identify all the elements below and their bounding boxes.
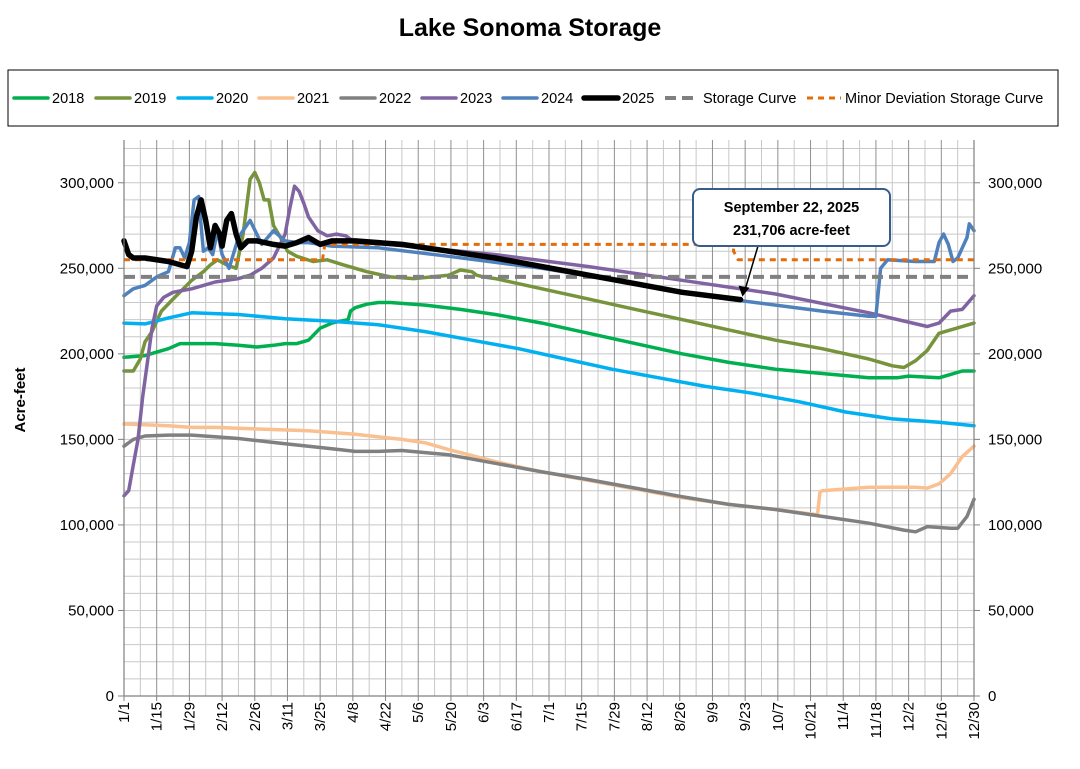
x-tick-label: 3/11 [279,702,296,730]
x-tick-label: 2/26 [247,702,264,731]
legend-entry: Minor Deviation Storage Curve [845,91,1043,107]
callout-pointer [743,245,759,292]
y-axis-title: Acre-feet [12,367,29,432]
y-tick-label: 150,000 [60,431,114,448]
legend-entry: 2019 [134,91,166,107]
legend-entry: 2024 [541,91,573,107]
legend-entry: 2022 [379,91,411,107]
y-tick-label-right: 50,000 [988,602,1034,619]
x-tick-label: 10/7 [770,702,787,731]
legend-entry: Storage Curve [703,91,797,107]
x-tick-label: 11/18 [868,702,885,738]
y-tick-label: 300,000 [60,175,114,192]
x-tick-label: 9/9 [704,702,721,723]
y-tick-label: 0 [106,688,114,705]
y-tick-label-right: 200,000 [988,346,1042,363]
chart-title: Lake Sonoma Storage [398,14,662,42]
x-tick-label: 7/1 [541,702,558,723]
x-tick-label: 11/4 [835,702,852,730]
x-tick-label: 1/29 [181,702,198,731]
y-tick-label-right: 100,000 [988,517,1042,534]
x-tick-label: 6/17 [508,702,525,731]
y-tick-label-right: 250,000 [988,260,1042,277]
y-tick-label: 50,000 [68,602,114,619]
legend-entry: 2020 [216,91,248,107]
y-tick-label-right: 300,000 [988,175,1042,192]
x-tick-label: 1/15 [149,702,166,731]
series-line-2018 [122,300,976,380]
y-tick-label: 200,000 [60,346,114,363]
x-tick-label: 12/2 [901,702,918,731]
y-tick-label: 250,000 [60,260,114,277]
axes: 0 0 50,000 50,000 100,000 100,000 150,000 150,0… [60,140,1042,740]
x-tick-label: 7/15 [574,702,591,731]
y-tick-label-right: 150,000 [988,431,1042,448]
x-tick-label: 5/6 [410,702,427,723]
x-tick-label: 1/1 [116,702,133,723]
x-tick-label: 9/23 [737,702,754,731]
legend-entry: 2023 [460,91,492,107]
legend-entry: 2018 [52,91,84,107]
x-tick-label: 10/21 [803,702,820,740]
callout-arrowhead [738,285,750,297]
series-line-2023 [122,184,976,498]
series-line-2020 [122,311,976,428]
x-tick-label: 4/8 [345,702,362,723]
legend-entry: 2021 [297,91,329,107]
y-tick-label: 100,000 [60,517,114,534]
x-tick-label: 3/25 [312,702,329,731]
legend-entry: 2025 [622,91,654,107]
x-tick-label: 12/30 [966,702,983,740]
x-tick-label: 4/22 [378,702,395,731]
series-line-2019 [122,170,976,373]
x-tick-label: 8/12 [639,702,656,731]
x-tick-label: 8/26 [672,702,689,731]
x-tick-label: 5/20 [443,702,460,731]
callout-date: September 22, 2025 [724,200,859,216]
x-tick-label: 7/29 [606,702,623,731]
series-lines [121,170,976,534]
series-line-2022 [122,433,976,534]
y-tick-label-right: 0 [988,688,996,705]
legend: 2018 2019 2020 2021 2022 2023 2024 2025 Storage … [12,91,1043,107]
callout-box [692,188,891,247]
x-tick-label: 12/16 [933,702,950,740]
series-line-minor-deviation-storage-curve [124,242,974,262]
annotation: September 22, 2025 231,706 acre-feet [692,188,891,297]
series-line-2025 [121,197,744,303]
callout-value: 231,706 acre-feet [733,223,850,239]
x-tick-label: 6/3 [476,702,493,723]
x-tick-label: 2/12 [214,702,231,731]
